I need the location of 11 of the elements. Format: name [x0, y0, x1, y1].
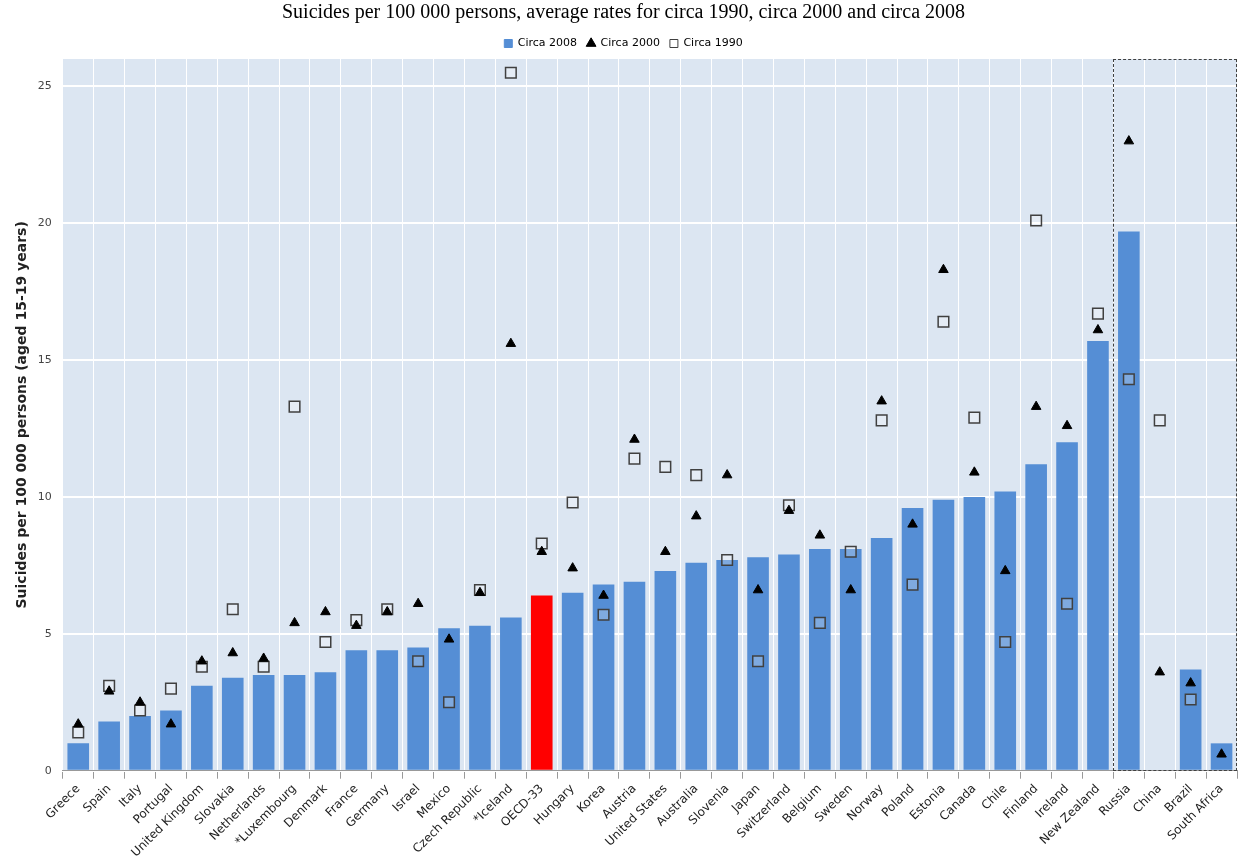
y-tick-label: 0 [44, 763, 52, 777]
y-tick-label: 20 [37, 216, 52, 230]
y-tick-label: 10 [37, 489, 52, 503]
y-axis-title: Suicides per 100 000 persons (aged 15-19 years) [13, 221, 30, 609]
legend-label: Circa 2008 [517, 36, 578, 50]
y-tick-label: 15 [37, 352, 52, 366]
y-tick-label: 5 [44, 626, 52, 640]
legend-label: Circa 1990 [683, 36, 743, 50]
legend-label: Circa 2000 [600, 36, 660, 50]
chart-title: Suicides per 100 000 persons, average rates for circa 1990, circa 2000 and circa 2008 [280, 0, 967, 23]
y-tick-label: 25 [37, 79, 52, 93]
